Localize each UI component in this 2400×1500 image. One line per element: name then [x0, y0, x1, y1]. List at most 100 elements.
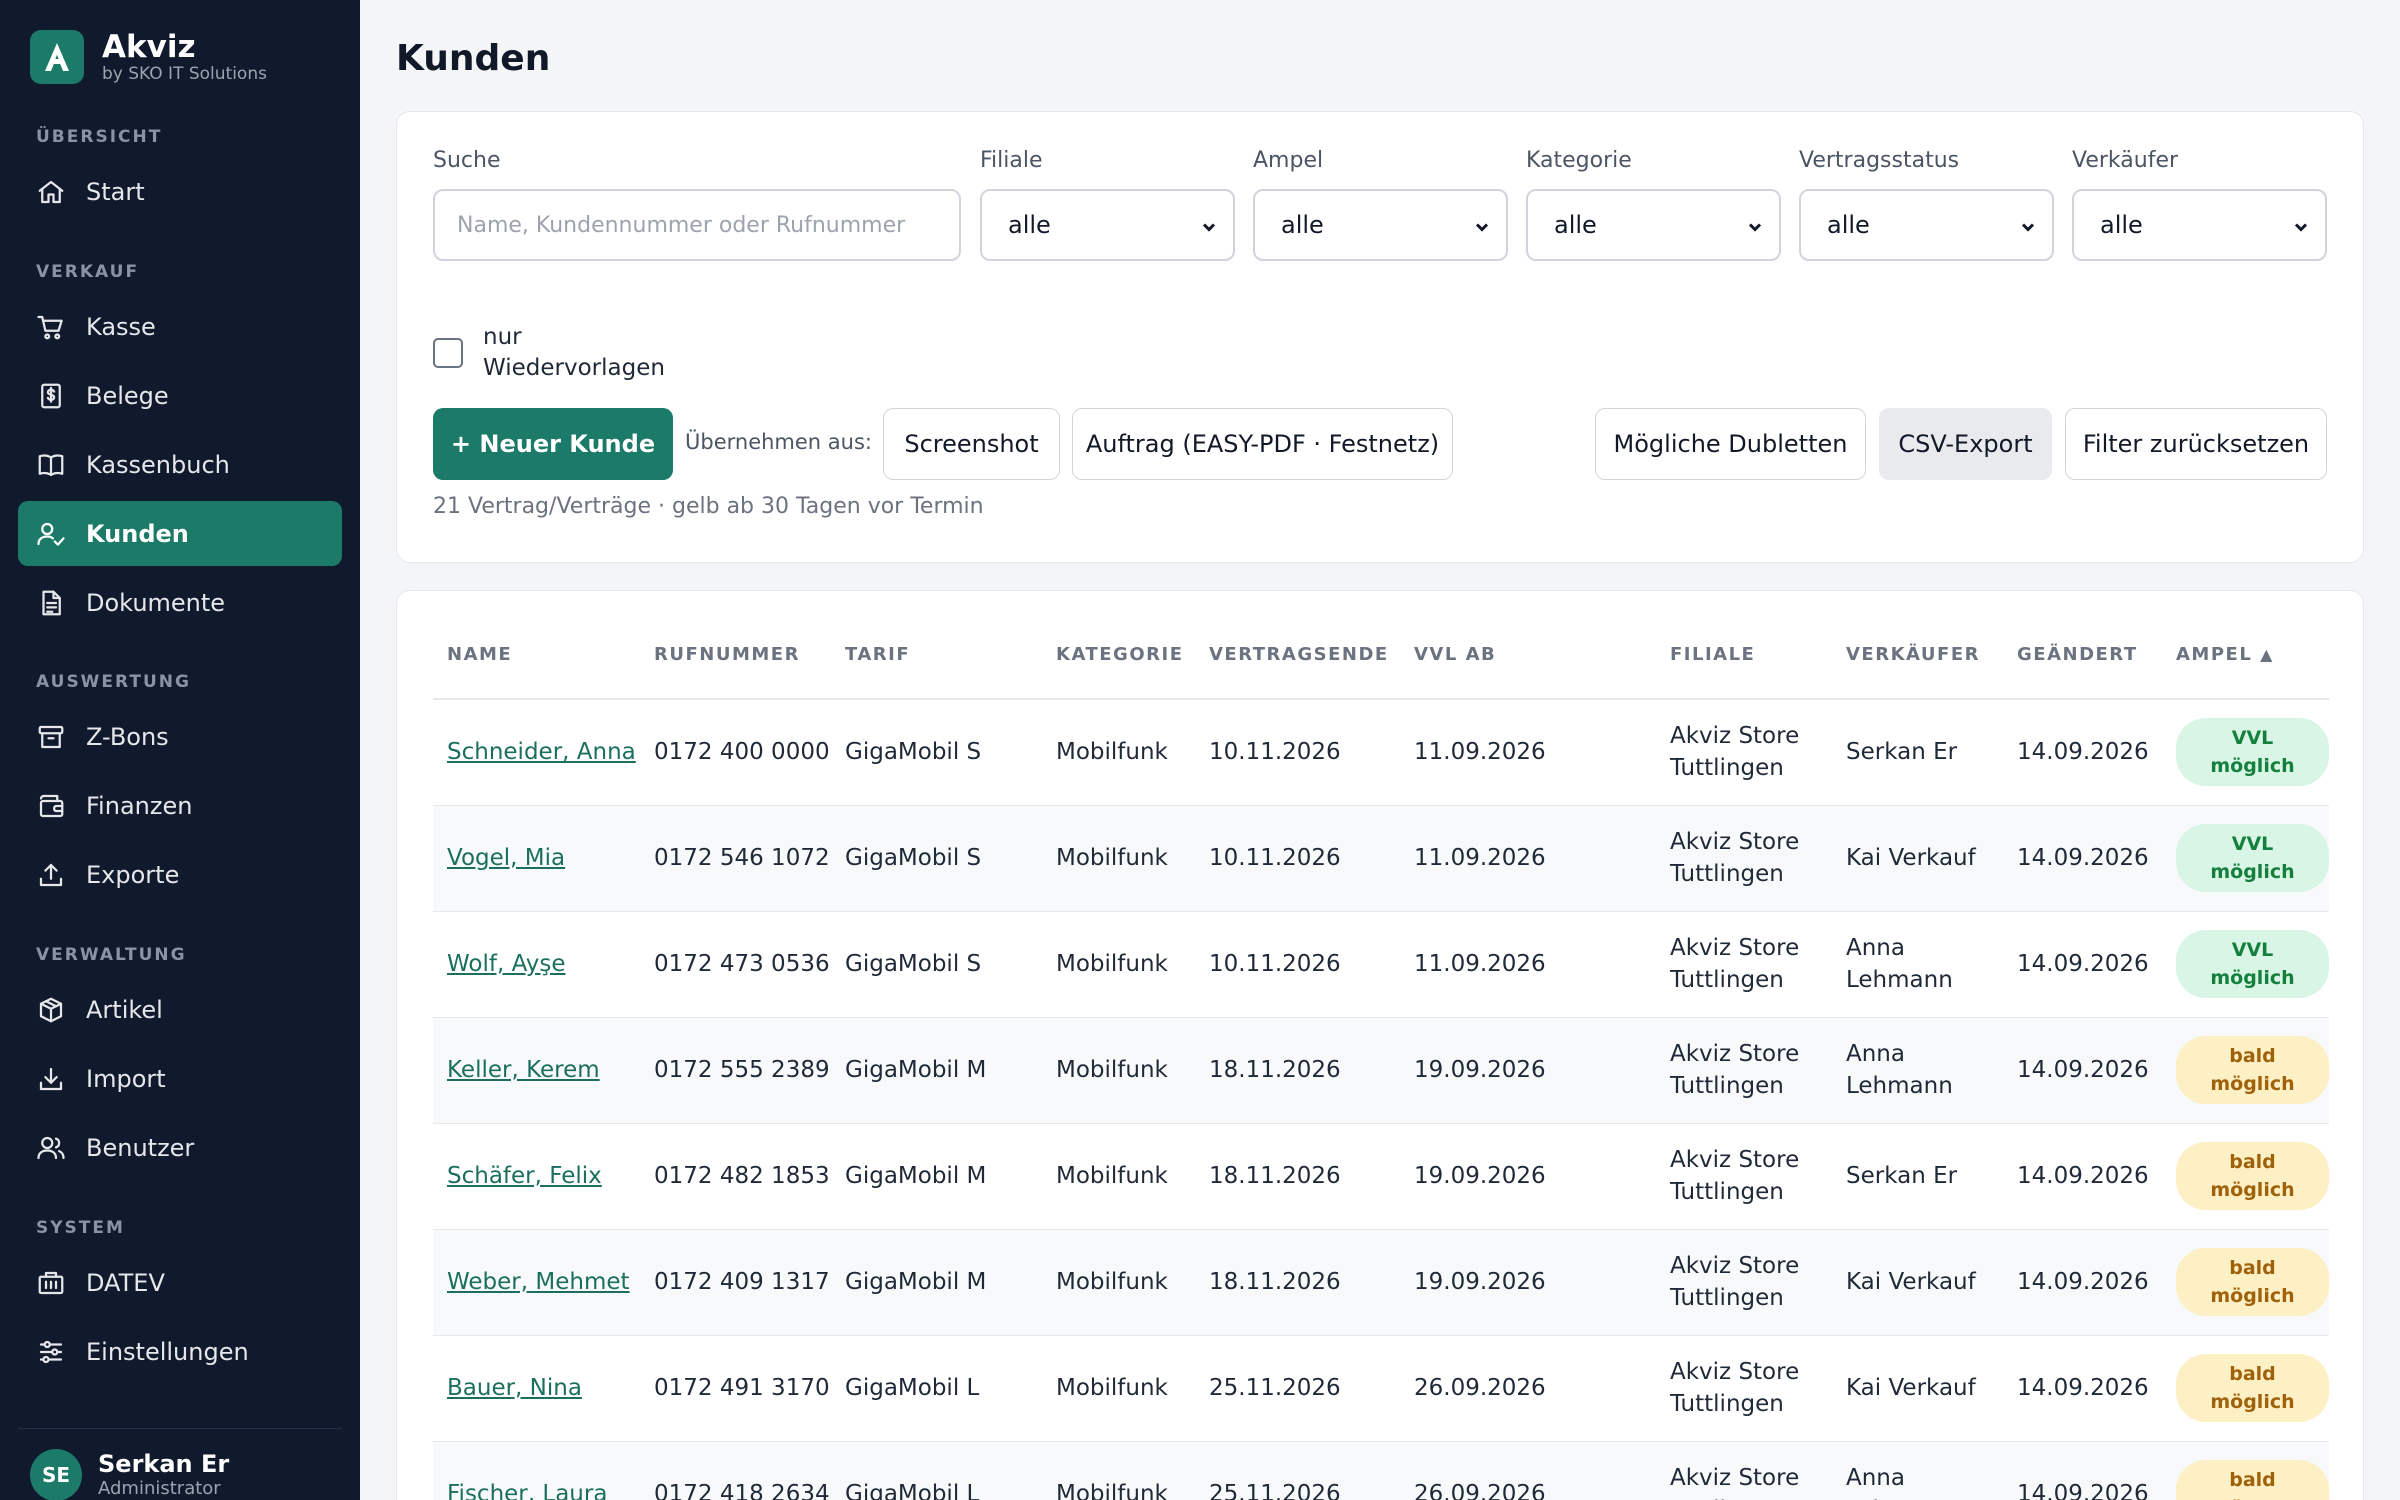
kategorie-value: alle [1554, 211, 1597, 239]
col-name[interactable]: NAME [433, 611, 640, 700]
section-auswertung: AUSWERTUNG [36, 672, 191, 692]
customer-name-link[interactable]: Keller, Kerem [447, 1057, 600, 1083]
kategorie-select[interactable]: alle [1526, 189, 1781, 261]
verkaeufer-select[interactable]: alle [2072, 189, 2327, 261]
sidebar-item-import[interactable]: Import [18, 1046, 342, 1111]
tarif-cell: GigaMobil M [845, 1057, 987, 1083]
sidebar-item-exporte[interactable]: Exporte [18, 842, 342, 907]
sidebar-item-label: Start [86, 177, 145, 206]
current-user[interactable]: SE Serkan Er Administrator [18, 1428, 342, 1500]
vertragsende-cell: 25.11.2026 [1195, 1441, 1400, 1500]
ampel-select[interactable]: alle [1253, 189, 1508, 261]
wiedervorlagen-checkbox[interactable] [433, 338, 463, 368]
tarif-cell: GigaMobil S [845, 951, 982, 977]
ampel-badge: VVL möglich [2176, 718, 2329, 787]
sidebar-item-start[interactable]: Start [18, 159, 342, 224]
kategorie-cell: Mobilfunk [1042, 805, 1195, 912]
geaendert-cell: 14.09.2026 [2003, 805, 2162, 912]
geaendert-cell: 14.09.2026 [2017, 845, 2149, 871]
table-row[interactable]: Schäfer, Felix 0172 482 1853 GigaMobil M Mo… [433, 1123, 2329, 1230]
tarif-cell: GigaMobil M [831, 1229, 1042, 1336]
customer-name-link[interactable]: Schäfer, Felix [447, 1163, 602, 1189]
table-row[interactable]: Fischer, Laura 0172 418 2634 GigaMobil L Mo… [433, 1441, 2329, 1500]
vvl-ab-cell: 19.09.2026 [1414, 1269, 1546, 1295]
table-row[interactable]: Bauer, Nina 0172 491 3170 GigaMobil L Mobil… [433, 1335, 2329, 1442]
customer-name-link[interactable]: Fischer, Laura [447, 1481, 608, 1500]
sidebar-item-datev[interactable]: DATEV [18, 1250, 342, 1315]
sidebar-item-artikel[interactable]: Artikel [18, 977, 342, 1042]
vertragsstatus-select[interactable]: alle [1799, 189, 2054, 261]
verkaeufer-cell: Anna Lehmann [1832, 911, 2003, 1018]
sidebar-item-dokumente[interactable]: Dokumente [18, 570, 342, 635]
customer-name-link[interactable]: Wolf, Ayşe [447, 951, 566, 977]
vertragsende-cell: 10.11.2026 [1209, 845, 1341, 871]
section-verwaltung: VERWALTUNG [36, 945, 187, 965]
customer-name-link[interactable]: Schneider, Anna [447, 739, 636, 766]
sidebar-item-kassenbuch[interactable]: Kassenbuch [18, 432, 342, 497]
col-ampel-label: AMPEL [2176, 644, 2253, 665]
csv-export-button[interactable]: CSV-Export [1879, 408, 2052, 480]
geaendert-cell: 14.09.2026 [2017, 1481, 2149, 1500]
kategorie-cell: Mobilfunk [1042, 1441, 1195, 1500]
phone-cell: 0172 491 3170 [654, 1375, 830, 1401]
vertragsende-cell: 18.11.2026 [1209, 1163, 1341, 1189]
sidebar-item-benutzer[interactable]: Benutzer [18, 1115, 342, 1180]
col-kategorie[interactable]: KATEGORIE [1042, 611, 1195, 700]
col-filiale[interactable]: FILIALE [1656, 611, 1832, 700]
user-role: Administrator [98, 1478, 221, 1499]
customer-name-cell: Vogel, Mia [433, 805, 640, 912]
vvl-ab-cell: 11.09.2026 [1414, 951, 1546, 977]
table-row[interactable]: Wolf, Ayşe 0172 473 0536 GigaMobil S Mobilf… [433, 911, 2329, 1018]
phone-cell: 0172 418 2634 [654, 1481, 830, 1500]
geaendert-cell: 14.09.2026 [2017, 739, 2149, 766]
customer-name-link[interactable]: Bauer, Nina [447, 1375, 582, 1401]
new-customer-button[interactable]: + Neuer Kunde [433, 408, 673, 480]
table-row[interactable]: Weber, Mehmet 0172 409 1317 GigaMobil M Mob… [433, 1229, 2329, 1336]
screenshot-button[interactable]: Screenshot [883, 408, 1060, 480]
ampel-cell: bald möglich [2162, 1017, 2329, 1124]
verkaeufer-cell: Kai Verkauf [1846, 1269, 1976, 1295]
sidebar-item-label: Belege [86, 381, 169, 410]
customer-name-cell: Keller, Kerem [433, 1017, 640, 1124]
customer-table: NAME RUFNUMMER TARIF KATEGORIE VERTRAGSE… [433, 611, 2329, 1500]
col-vvl-ab[interactable]: VVL AB [1400, 611, 1656, 700]
sidebar-item-belege[interactable]: Belege [18, 363, 342, 428]
sidebar-item-finanzen[interactable]: Finanzen [18, 773, 342, 838]
col-geaendert[interactable]: GEÄNDERT [2003, 611, 2162, 700]
table-row[interactable]: Vogel, Mia 0172 546 1072 GigaMobil S Mobilf… [433, 805, 2329, 912]
reset-filter-button[interactable]: Filter zurücksetzen [2065, 408, 2327, 480]
ampel-cell: bald möglich [2162, 1441, 2329, 1500]
search-input[interactable]: Name, Kundennummer oder Rufnummer [433, 189, 961, 261]
sidebar-item-label: Kassenbuch [86, 450, 230, 479]
verkaeufer-cell: Kai Verkauf [1846, 845, 1976, 871]
sidebar-item-z-bons[interactable]: Z-Bons [18, 704, 342, 769]
phone-cell: 0172 482 1853 [654, 1163, 830, 1189]
sidebar-item-kunden[interactable]: Kunden [18, 501, 342, 566]
dubletten-button[interactable]: Mögliche Dubletten [1595, 408, 1866, 480]
col-vertragsende[interactable]: VERTRAGSENDE [1195, 611, 1400, 700]
phone-cell: 0172 546 1072 [640, 805, 831, 912]
table-row[interactable]: Schneider, Anna 0172 400 0000 GigaMobil S M… [433, 699, 2329, 806]
geaendert-cell: 14.09.2026 [2003, 1335, 2162, 1442]
phone-cell: 0172 400 0000 [640, 699, 831, 806]
phone-cell: 0172 555 2389 [640, 1017, 831, 1124]
phone-cell: 0172 491 3170 [640, 1335, 831, 1442]
col-verkaeufer[interactable]: VERKÄUFER [1832, 611, 2003, 700]
table-row[interactable]: Keller, Kerem 0172 555 2389 GigaMobil M Mob… [433, 1017, 2329, 1124]
col-ampel[interactable]: AMPEL ▲ [2162, 611, 2329, 700]
auftrag-button[interactable]: Auftrag (EASY-PDF · Festnetz) [1072, 408, 1453, 480]
ampel-cell: VVL möglich [2162, 805, 2329, 912]
brand[interactable]: Akviz by SKO IT Solutions [30, 30, 267, 84]
verkaeufer-cell: Anna Lehmann [1832, 1441, 2003, 1500]
col-tarif[interactable]: TARIF [831, 611, 1042, 700]
table-header-row: NAME RUFNUMMER TARIF KATEGORIE VERTRAGSE… [433, 611, 2329, 700]
sidebar-item-label: Kasse [86, 312, 156, 341]
sidebar-item-kasse[interactable]: Kasse [18, 294, 342, 359]
col-rufnummer[interactable]: RUFNUMMER [640, 611, 831, 700]
filiale-select[interactable]: alle [980, 189, 1235, 261]
customer-name-link[interactable]: Weber, Mehmet [447, 1269, 630, 1295]
customer-name-link[interactable]: Vogel, Mia [447, 845, 566, 871]
geaendert-cell: 14.09.2026 [2017, 1163, 2149, 1189]
wallet-icon [36, 791, 66, 821]
sidebar-item-einstellungen[interactable]: Einstellungen [18, 1319, 342, 1384]
